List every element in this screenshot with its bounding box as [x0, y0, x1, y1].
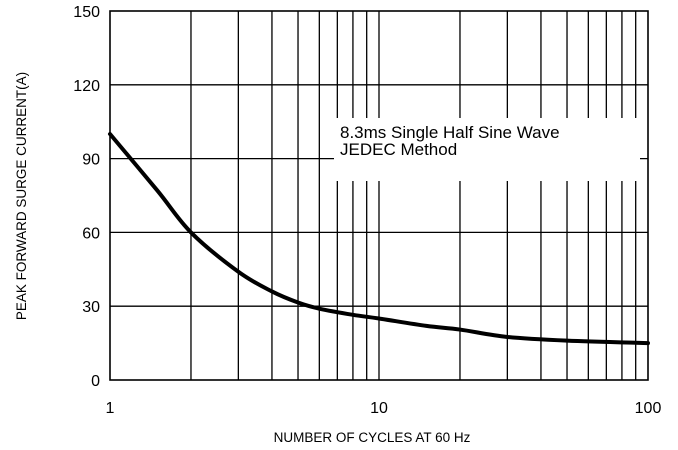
y-tick-label: 30	[82, 299, 100, 316]
x-tick-label: 1	[106, 400, 115, 417]
annotation-line-1: 8.3ms Single Half Sine Wave	[340, 123, 560, 142]
y-tick-label: 150	[73, 4, 100, 21]
y-tick-label: 120	[73, 78, 100, 95]
series-line-surge-current	[108, 132, 650, 346]
vertical-gridlines	[190, 11, 637, 380]
y-axis-title: PEAK FORWARD SURGE CURRENT(A)	[14, 72, 29, 320]
annotation-line-2: JEDEC Method	[340, 140, 457, 159]
x-axis-title: NUMBER OF CYCLES AT 60 Hz	[274, 430, 471, 445]
x-tick-labels: 1 10 100	[106, 400, 662, 417]
plot-frame	[109, 10, 649, 381]
x-tick-label: 10	[370, 400, 388, 417]
y-tick-label: 60	[82, 225, 100, 242]
y-tick-labels: 0 30 60 90 120 150	[73, 4, 100, 390]
annotation-box	[334, 118, 640, 181]
y-tick-label: 90	[82, 152, 100, 169]
x-tick-label: 100	[635, 400, 662, 417]
y-tick-label: 0	[91, 373, 100, 390]
